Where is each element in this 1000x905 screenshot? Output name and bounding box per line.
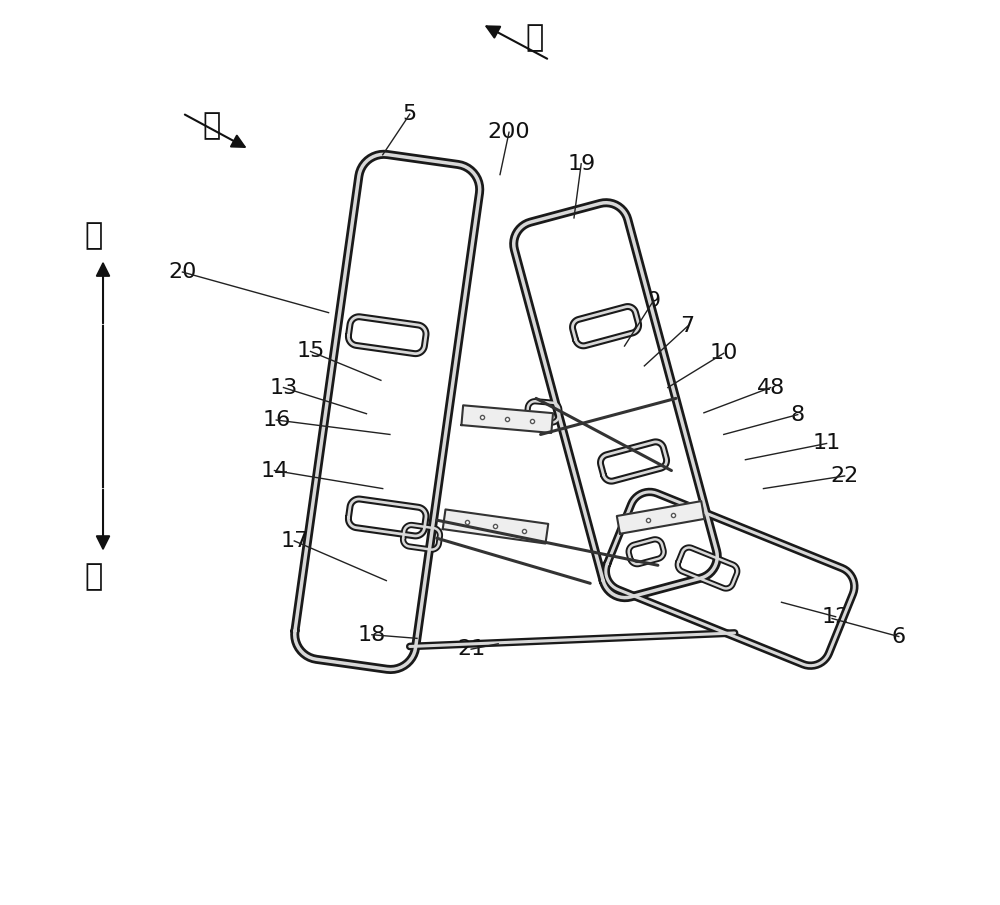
Text: 10: 10 — [710, 343, 738, 363]
Text: 20: 20 — [168, 262, 197, 282]
Text: 8: 8 — [791, 405, 805, 424]
Text: 下: 下 — [85, 563, 103, 592]
Text: 19: 19 — [567, 154, 595, 174]
Text: 6: 6 — [892, 626, 906, 646]
Text: 18: 18 — [358, 624, 386, 644]
Text: 右: 右 — [202, 111, 220, 140]
Text: 9: 9 — [646, 291, 660, 311]
Polygon shape — [617, 501, 704, 534]
Text: 21: 21 — [457, 639, 485, 659]
Text: 16: 16 — [262, 410, 290, 430]
Text: 48: 48 — [757, 377, 785, 397]
Polygon shape — [443, 510, 548, 544]
Text: 12: 12 — [822, 606, 850, 626]
Text: 200: 200 — [488, 122, 530, 142]
Text: 5: 5 — [403, 104, 417, 124]
Text: 22: 22 — [831, 466, 859, 486]
Polygon shape — [461, 405, 553, 433]
Text: 15: 15 — [296, 341, 325, 361]
Text: 13: 13 — [269, 377, 298, 397]
Text: 左: 左 — [525, 23, 543, 52]
Text: 11: 11 — [812, 433, 841, 453]
Text: 14: 14 — [260, 461, 289, 481]
Text: 上: 上 — [85, 222, 103, 251]
Text: 7: 7 — [681, 316, 695, 336]
Text: 17: 17 — [280, 531, 308, 551]
